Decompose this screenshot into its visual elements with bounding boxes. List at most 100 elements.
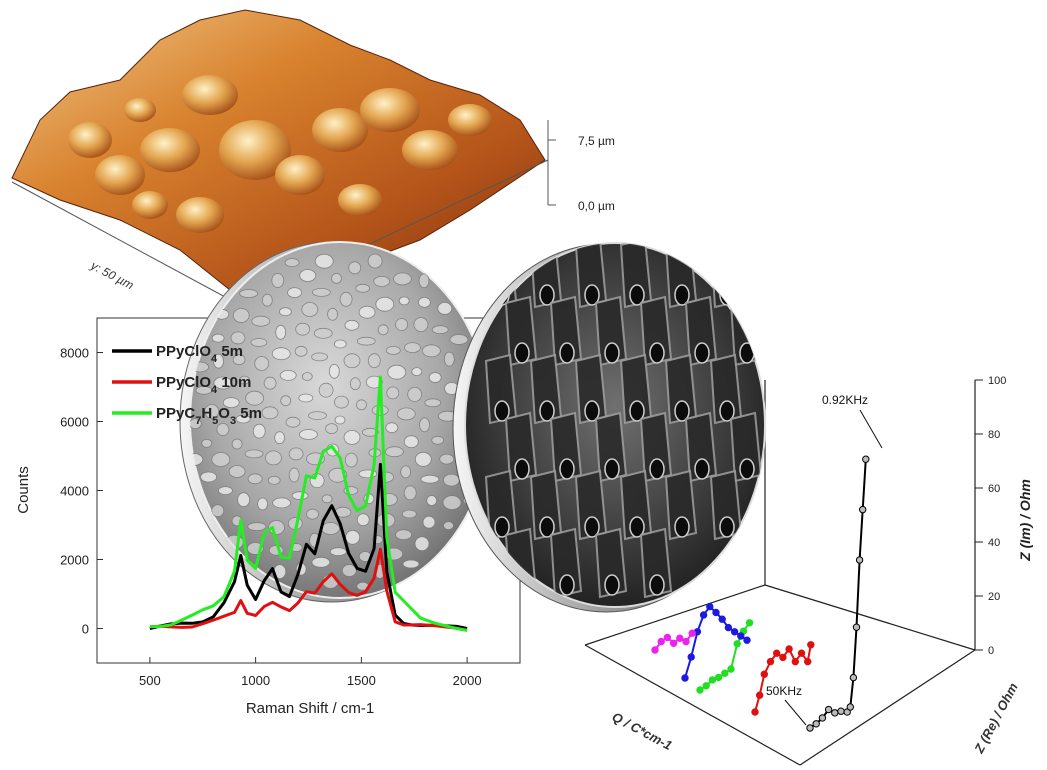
raman-x-tick-label: 500 <box>139 673 161 688</box>
raman-y-tick-label: 0 <box>82 622 89 637</box>
sem-grain <box>341 564 357 577</box>
sem-grain <box>333 339 347 349</box>
sem-grain <box>327 307 339 321</box>
sem-grain <box>285 416 301 428</box>
raman-chart: 500 1000 1500 2000 0 2000 4000 6000 8000 Raman … <box>15 317 521 717</box>
sem-grain <box>395 529 413 541</box>
impedance-point <box>818 714 827 722</box>
sem-tube-opening <box>604 342 620 364</box>
sem-grain <box>428 372 442 383</box>
sem-tube-opening <box>604 458 620 480</box>
impedance-point <box>751 708 759 716</box>
sem-grain <box>419 417 430 433</box>
sem-grain <box>261 406 279 420</box>
sem-grain <box>232 308 250 323</box>
sem-grain <box>288 447 304 461</box>
impedance-point <box>852 623 861 631</box>
impedance-point <box>785 645 793 653</box>
sem-grain <box>239 375 250 385</box>
impedance-point <box>745 619 754 627</box>
impedance-point <box>812 720 820 728</box>
sem-grain <box>442 495 462 511</box>
sem-grain <box>250 338 268 347</box>
sem-tube-opening <box>494 516 510 538</box>
impedance-point <box>807 641 815 649</box>
sem-grain <box>288 467 300 483</box>
impedance-axes <box>584 380 976 766</box>
sem-grain <box>311 352 329 362</box>
sem-grain <box>244 449 264 459</box>
legend-text-part: 5 <box>212 415 218 427</box>
sem-grain <box>439 453 455 465</box>
sem-grain <box>349 377 361 391</box>
impedance-z-tick-label: 40 <box>988 537 1000 549</box>
impedance-x-axis-label: Z (Re) / Ohm <box>971 680 1021 757</box>
sem-grain <box>396 407 416 421</box>
impedance-point <box>712 608 720 617</box>
sem-grain <box>367 353 381 369</box>
sem-grain <box>230 331 246 345</box>
afm-surface-plot: 7,5 µm 0,0 µm y: 50 µm <box>11 9 615 306</box>
legend-text-part: 7 <box>195 415 201 427</box>
impedance-point <box>859 505 867 514</box>
sem-grain <box>414 451 432 467</box>
sem-grain <box>356 513 370 527</box>
sem-grain <box>251 315 271 327</box>
sem-grain <box>254 356 270 371</box>
sem-tube-opening <box>559 342 575 364</box>
sem-grain <box>345 529 361 545</box>
sem-grain <box>356 399 367 411</box>
sem-tube-opening <box>629 400 645 422</box>
sem-grain <box>261 293 273 307</box>
sem-grain <box>287 287 303 299</box>
legend-label-0: PPyClO4 5m <box>156 343 243 365</box>
sem-grain <box>361 427 379 437</box>
sem-grain <box>278 307 292 317</box>
sem-grain <box>418 273 430 289</box>
legend-text-part: 3 <box>230 415 236 427</box>
sem-grain <box>420 474 440 484</box>
sem-grain <box>339 291 353 307</box>
sem-grain <box>231 438 243 450</box>
sem-grain <box>417 296 431 308</box>
legend-text-part: 4 <box>211 384 218 396</box>
sem-grain <box>403 435 419 449</box>
impedance-z-tick-label: 100 <box>988 375 1006 387</box>
raman-series-line-1 <box>149 547 468 632</box>
sem-grain <box>216 423 230 436</box>
sem-grain <box>274 431 286 445</box>
sem-tube-opening <box>649 574 665 596</box>
sem-grain <box>343 353 361 369</box>
sem-grain <box>431 435 445 445</box>
sem-grain <box>395 318 409 331</box>
sem-grain <box>232 354 246 366</box>
impedance-point <box>687 653 695 661</box>
impedance-z-ticks: 100 80 60 40 20 0 <box>975 375 1006 657</box>
sem-grain <box>237 492 251 508</box>
sem-grain <box>426 495 438 506</box>
impedance-point <box>688 629 696 637</box>
sem-grain <box>271 273 285 288</box>
sem-tube-opening <box>559 574 575 596</box>
sem-grain <box>343 429 361 445</box>
sem-grain <box>195 385 213 395</box>
impedance-point <box>846 703 854 711</box>
impedance-point <box>714 673 723 682</box>
sem-grain <box>384 446 404 458</box>
sem-tube-opening <box>719 284 735 306</box>
sem-grain <box>413 317 429 333</box>
impedance-point <box>831 709 839 717</box>
sem-tube-opening <box>494 400 510 422</box>
sem-grain <box>245 390 265 406</box>
sem-tube-opening <box>559 458 575 480</box>
sem-grain <box>211 333 225 343</box>
impedance-point <box>681 674 689 682</box>
sem-tube-opening <box>584 516 600 538</box>
sem-grain <box>325 423 339 435</box>
sem-grain <box>247 473 263 485</box>
sem-tube-opening <box>539 400 555 422</box>
sem-grain <box>200 471 218 483</box>
raman-y-axis-label: Counts <box>15 466 32 514</box>
sem-grain <box>294 345 308 357</box>
sem-tube-opening <box>604 574 620 596</box>
